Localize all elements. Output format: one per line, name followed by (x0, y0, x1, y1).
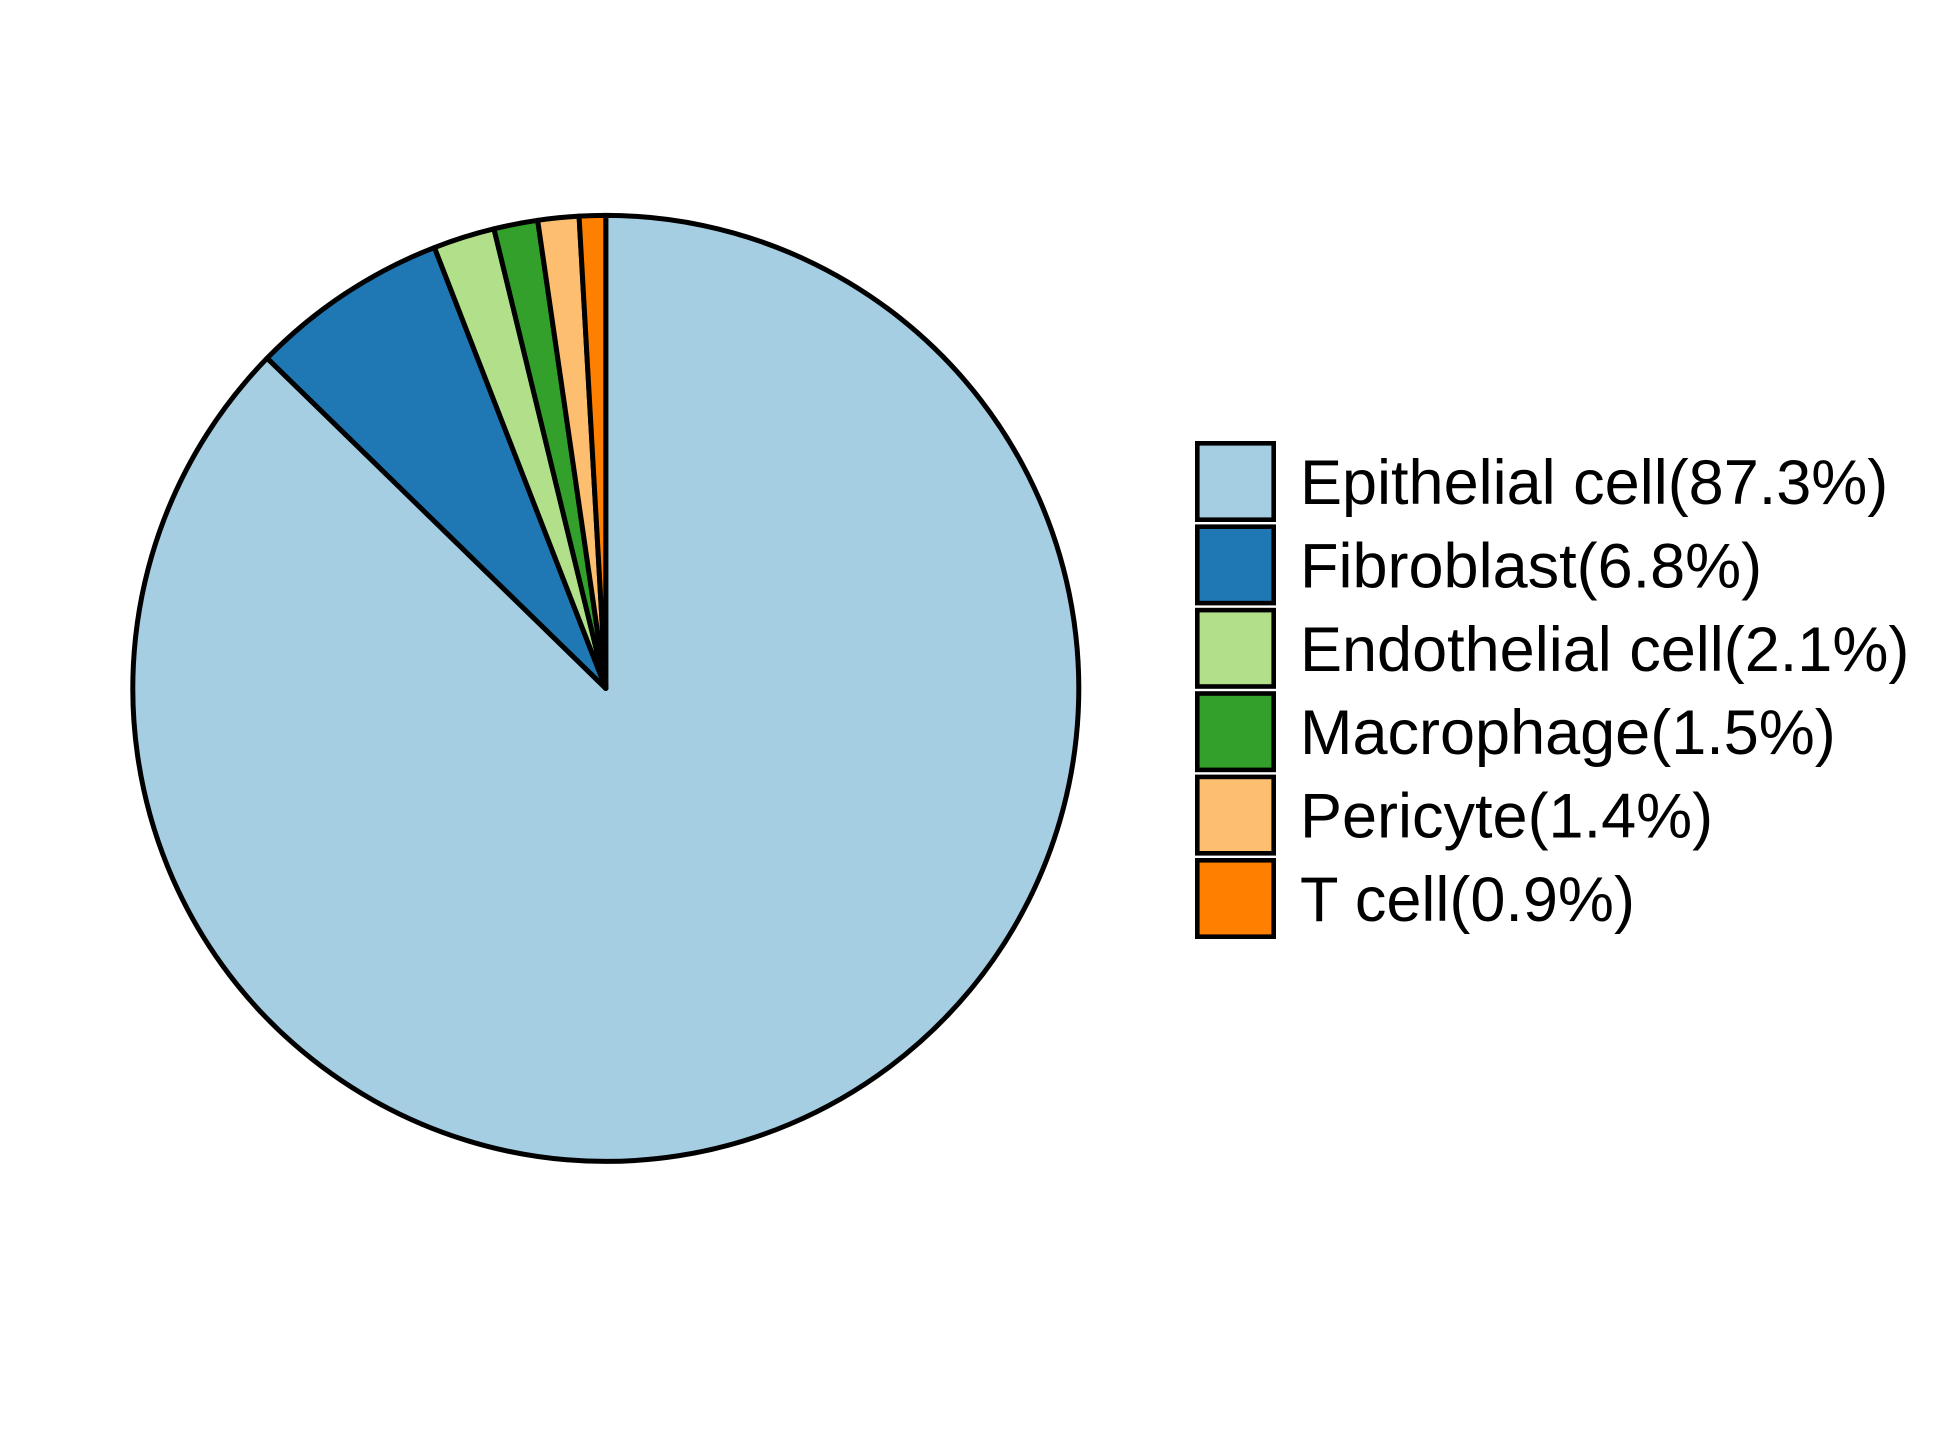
svg-text:Macrophage(1.5%): Macrophage(1.5%) (1300, 698, 1836, 768)
svg-text:Endothelial cell(2.1%): Endothelial cell(2.1%) (1300, 615, 1909, 685)
svg-text:Fibroblast(6.8%): Fibroblast(6.8%) (1300, 531, 1762, 601)
svg-text:T cell(0.9%): T cell(0.9%) (1300, 865, 1635, 935)
svg-text:Epithelial cell(87.3%): Epithelial cell(87.3%) (1300, 448, 1888, 518)
svg-text:Pericyte(1.4%): Pericyte(1.4%) (1300, 782, 1713, 852)
